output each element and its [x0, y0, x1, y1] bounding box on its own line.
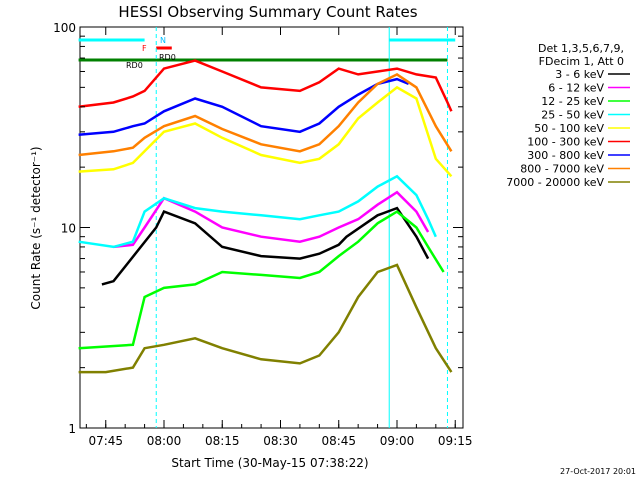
- flag-label: RD0: [159, 53, 176, 62]
- series-line: [78, 72, 453, 157]
- x-tick-label: 08:00: [147, 434, 182, 448]
- series-line: [78, 59, 453, 112]
- x-tick-label: 07:45: [88, 434, 123, 448]
- flag-label: F: [142, 44, 147, 53]
- y-axis-label: Count Rate (s⁻¹ detector⁻¹): [29, 146, 43, 309]
- legend-label: 25 - 50 keV: [541, 109, 604, 122]
- y-axis-ticks: 1 10 100: [53, 21, 463, 436]
- legend-label: 50 - 100 keV: [534, 122, 604, 135]
- x-tick-label: 08:30: [263, 434, 298, 448]
- series-line: [78, 77, 410, 137]
- legend-label: 3 - 6 keV: [555, 68, 604, 81]
- legend-label: 100 - 300 keV: [527, 136, 604, 149]
- series-lines: [78, 59, 453, 374]
- y-tick-label: 10: [61, 222, 76, 236]
- legend-header-2: FDecim 1, Att 0: [539, 55, 624, 68]
- x-axis-ticks: 07:45 08:00 08:15 08:30 08:45 09:00 09:15: [85, 27, 473, 448]
- x-tick-label: 09:00: [380, 434, 415, 448]
- legend-label: 300 - 800 keV: [527, 149, 604, 162]
- series-line: [78, 210, 445, 350]
- series-line: [101, 206, 430, 286]
- x-tick-label: 08:45: [321, 434, 356, 448]
- legend-header-1: Det 1,3,5,6,7,9,: [538, 42, 624, 55]
- legend-label: 12 - 25 keV: [541, 95, 604, 108]
- series-line: [78, 85, 453, 178]
- series-line: [78, 263, 453, 374]
- legend: Det 1,3,5,6,7,9, FDecim 1, Att 0 3 - 6 k…: [506, 42, 630, 189]
- series-line: [78, 174, 437, 249]
- flag-label: N: [160, 36, 166, 45]
- x-tick-label: 08:15: [205, 434, 240, 448]
- legend-label: 800 - 7000 keV: [520, 163, 604, 176]
- flag-bars: N F RD0 RD0: [78, 27, 456, 428]
- y-tick-label: 100: [53, 21, 76, 35]
- flag-label: RD0: [126, 61, 143, 70]
- x-tick-label: 09:15: [438, 434, 473, 448]
- x-axis-label: Start Time (30-May-15 07:38:22): [171, 456, 368, 470]
- series-line: [113, 190, 430, 249]
- legend-label: 7000 - 20000 keV: [506, 176, 604, 189]
- legend-label: 6 - 12 keV: [548, 82, 604, 95]
- footer-timestamp: 27-Oct-2017 20:01: [560, 467, 636, 476]
- chart-title: HESSI Observing Summary Count Rates: [118, 3, 417, 21]
- y-tick-label: 1: [68, 422, 76, 436]
